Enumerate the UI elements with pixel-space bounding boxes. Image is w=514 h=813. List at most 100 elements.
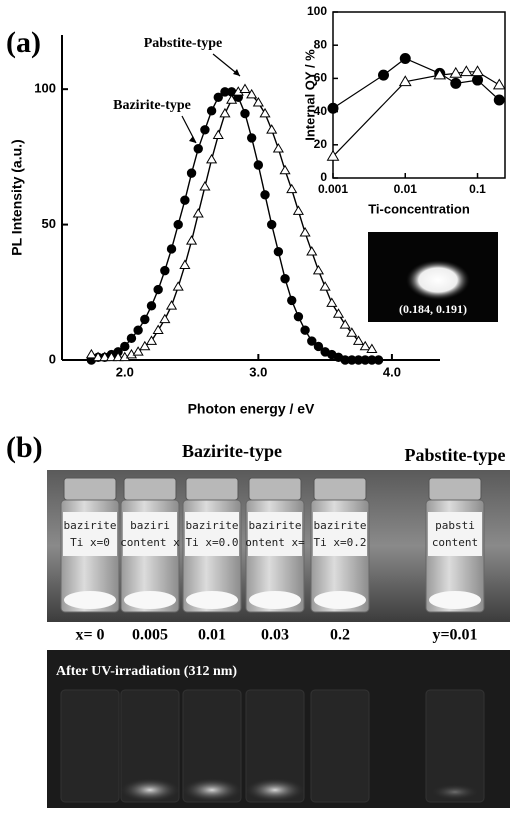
data-point (287, 295, 297, 306)
data-point (92, 351, 104, 362)
data-point (199, 180, 211, 191)
data-point (145, 335, 158, 345)
x-axis-label: Ti-concentration (368, 201, 470, 216)
vial-label-text: Ti x=0.0 (186, 536, 239, 549)
vial-label-text: bazirite (249, 519, 302, 532)
series-label: Bazirite-type (113, 98, 191, 113)
sample-label: x= 0 (75, 627, 104, 644)
data-point (259, 107, 271, 118)
series-line (91, 88, 373, 358)
series-line (91, 91, 379, 361)
arrow-head (233, 69, 240, 76)
data-point (200, 125, 210, 135)
y-tick-label: 50 (42, 216, 56, 231)
panel-label: (b) (6, 431, 43, 464)
data-point (312, 264, 325, 275)
data-point (366, 343, 378, 353)
vial-label-text: ontent x= (245, 536, 305, 549)
y-tick-label: 100 (34, 81, 56, 96)
data-point (472, 74, 484, 86)
y-tick-label: 20 (314, 137, 328, 151)
data-point (313, 341, 324, 352)
data-point (449, 66, 463, 78)
data-point (339, 319, 351, 329)
uv-glow (245, 778, 305, 802)
uv-caption: After UV-irradiation (312 nm) (56, 664, 237, 679)
vial-label-text: pabsti (435, 519, 475, 532)
data-point (307, 336, 317, 346)
data-point (140, 314, 150, 325)
data-point (193, 144, 203, 154)
data-point (319, 281, 331, 291)
data-point (399, 52, 411, 64)
y-axis-label: PL Intensity (a.u.) (9, 139, 25, 255)
vial-powder (314, 591, 366, 609)
uv-vial-body (310, 689, 370, 803)
uv-glow (182, 778, 242, 802)
data-point (266, 124, 278, 134)
data-point (160, 265, 170, 276)
x-tick-label: 0.01 (394, 182, 418, 196)
data-point (192, 208, 204, 218)
glow-spot (406, 260, 470, 300)
vial-label (185, 512, 239, 556)
data-point (280, 274, 290, 284)
vial-label-text: baziri (130, 519, 170, 532)
x-axis-label: Photon energy / eV (188, 401, 315, 417)
group-label: Pabstite-type (405, 445, 506, 465)
data-point (299, 227, 311, 237)
uv-glow (431, 784, 479, 800)
data-point (179, 259, 191, 269)
x-tick-label: 4.0 (383, 364, 401, 379)
data-point (105, 351, 117, 362)
x-tick-label: 0.001 (318, 182, 348, 196)
data-point (492, 78, 506, 90)
vial-cap (185, 477, 239, 501)
data-point (459, 65, 473, 77)
x-tick-label: 0.1 (469, 182, 486, 196)
data-point (272, 143, 284, 153)
data-point (206, 106, 217, 116)
vial-label-text: bazirite (314, 519, 367, 532)
data-point (213, 92, 223, 102)
y-tick-label: 100 (307, 4, 327, 18)
data-point (212, 129, 224, 139)
data-point (267, 219, 277, 230)
data-point (219, 107, 231, 118)
vial-powder (64, 591, 116, 609)
vial-label-text: Ti x=0 (70, 536, 110, 549)
data-point (226, 94, 238, 104)
data-point (359, 340, 371, 351)
data-point (159, 313, 171, 324)
data-point (433, 68, 447, 80)
data-point (260, 190, 270, 200)
uv-vial-body (425, 689, 485, 803)
vial-label (313, 512, 367, 556)
vial-cap (313, 477, 367, 501)
vial-cap (428, 477, 482, 501)
data-point (206, 153, 218, 164)
vial-label-text: bazirite (64, 519, 117, 532)
sample-label: 0.005 (132, 627, 168, 644)
data-point (139, 340, 151, 351)
data-point (286, 183, 298, 194)
data-point (166, 244, 177, 254)
data-point (300, 325, 310, 335)
sample-labels: x= 0 0.005 0.01 0.03 0.2 y=0.01 (75, 627, 477, 644)
vial-cap (63, 477, 117, 501)
data-point (326, 149, 340, 161)
sample-label: y=0.01 (432, 627, 477, 644)
vial-label (428, 512, 482, 556)
photo-coordinates: (0.184, 0.191) (399, 302, 467, 316)
vial-label (248, 512, 302, 556)
data-point (85, 348, 97, 359)
plot-frame (332, 11, 506, 179)
data-point (112, 351, 124, 362)
vial-label-text: Ti x=0.2 (314, 536, 367, 549)
vial-cap (123, 477, 177, 501)
vial-label-text: content (432, 536, 478, 549)
vial-label-text: bazirite (186, 519, 239, 532)
